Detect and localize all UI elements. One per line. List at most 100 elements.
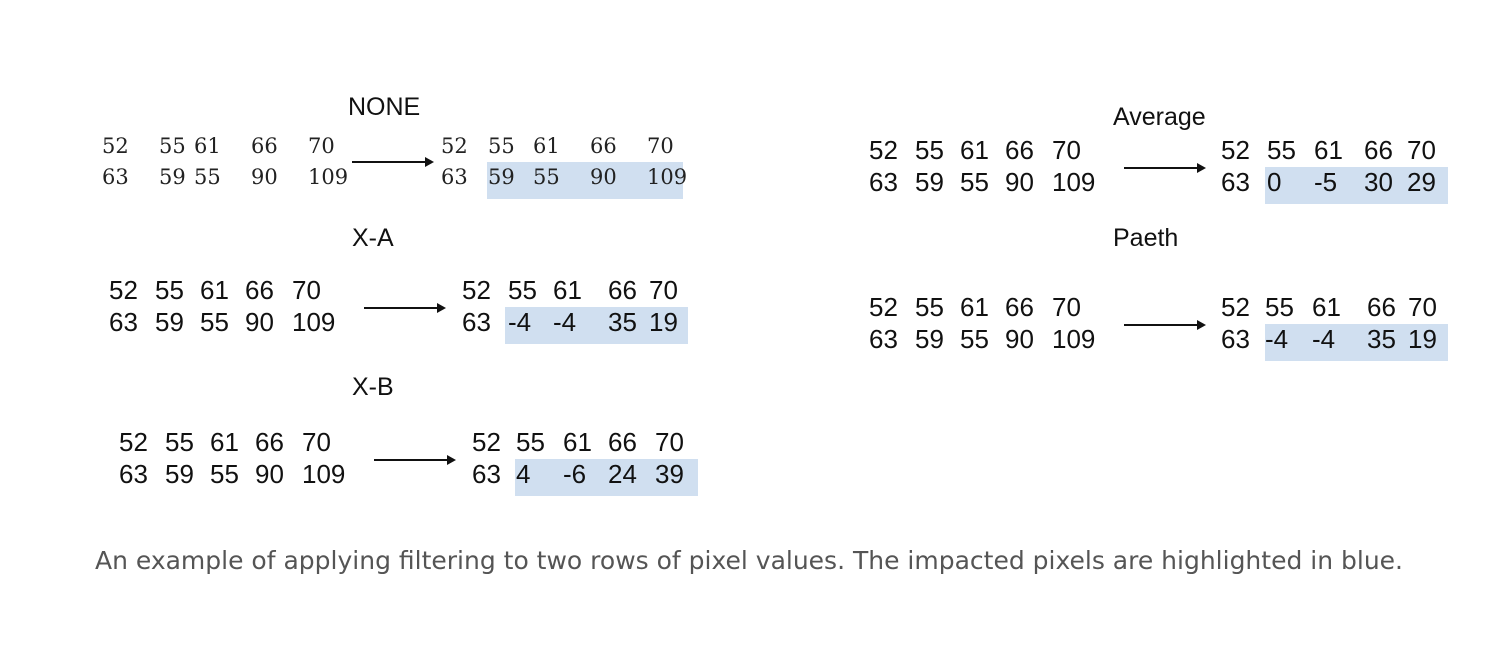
pixel-value: -4 xyxy=(508,307,532,337)
pixel-value: -5 xyxy=(1314,167,1338,197)
pixel-value: 63 xyxy=(102,165,129,189)
pixel-value: 55 xyxy=(516,427,545,457)
pixel-value: 59 xyxy=(915,167,944,197)
arrow-icon xyxy=(364,303,446,313)
pixel-value: 63 xyxy=(869,167,898,197)
pixel-value: 66 xyxy=(1005,135,1034,165)
pixel-value: 55 xyxy=(210,459,239,489)
pixel-value: -4 xyxy=(553,307,577,337)
pixel-value: 66 xyxy=(608,275,637,305)
pixel-value: 90 xyxy=(255,459,284,489)
pixel-value: 52 xyxy=(1221,292,1250,322)
pixel-value: 55 xyxy=(508,275,537,305)
pixel-value: 55 xyxy=(1267,135,1296,165)
pixel-value: 90 xyxy=(1005,324,1034,354)
pixel-value: 52 xyxy=(869,135,898,165)
pixel-value: 61 xyxy=(553,275,582,305)
pixel-value: 52 xyxy=(869,292,898,322)
pixel-value: 52 xyxy=(472,427,501,457)
arrow-icon xyxy=(374,455,456,465)
pixel-value: 55 xyxy=(488,134,515,158)
pixel-value: 55 xyxy=(155,275,184,305)
pixel-value: 59 xyxy=(159,165,186,189)
pixel-value: 55 xyxy=(200,307,229,337)
pixel-value: 70 xyxy=(1052,292,1081,322)
pixel-value: 90 xyxy=(251,165,278,189)
pixel-value: 63 xyxy=(1221,167,1250,197)
pixel-value: 30 xyxy=(1364,167,1393,197)
pixel-value: 66 xyxy=(255,427,284,457)
filter-title-xa: X-A xyxy=(352,224,394,252)
pixel-value: 24 xyxy=(608,459,637,489)
pixel-value: 59 xyxy=(488,165,515,189)
pixel-value: 55 xyxy=(159,134,186,158)
pixel-value: 63 xyxy=(462,307,491,337)
pixel-value: 55 xyxy=(165,427,194,457)
pixel-value: 63 xyxy=(109,307,138,337)
pixel-value: 19 xyxy=(649,307,678,337)
pixel-value: 109 xyxy=(302,459,346,489)
pixel-value: 61 xyxy=(960,292,989,322)
pixel-value: 61 xyxy=(194,134,221,158)
pixel-value: -4 xyxy=(1312,324,1336,354)
pixel-value: 19 xyxy=(1408,324,1437,354)
pixel-value: 66 xyxy=(1005,292,1034,322)
pixel-value: 70 xyxy=(302,427,331,457)
pixel-value: 61 xyxy=(1312,292,1341,322)
pixel-value: 70 xyxy=(308,134,335,158)
pixel-value: 0 xyxy=(1267,167,1282,197)
filter-title-paeth: Paeth xyxy=(1113,224,1179,252)
highlight-region xyxy=(1265,324,1448,361)
pixel-value: 63 xyxy=(472,459,501,489)
pixel-value: 55 xyxy=(960,324,989,354)
pixel-value: 59 xyxy=(165,459,194,489)
pixel-value: 63 xyxy=(441,165,468,189)
pixel-value: 55 xyxy=(915,135,944,165)
pixel-value: -6 xyxy=(563,459,587,489)
highlight-region xyxy=(487,162,683,199)
pixel-value: 109 xyxy=(308,165,349,189)
pixel-value: 59 xyxy=(155,307,184,337)
pixel-value: 55 xyxy=(915,292,944,322)
pixel-value: 52 xyxy=(119,427,148,457)
pixel-value: 59 xyxy=(915,324,944,354)
figure-caption: An example of applying filtering to two … xyxy=(94,546,1404,575)
pixel-value: 55 xyxy=(1265,292,1294,322)
arrow-icon xyxy=(1124,163,1206,173)
pixel-value: -4 xyxy=(1265,324,1289,354)
highlight-region xyxy=(505,307,688,344)
pixel-value: 109 xyxy=(1052,167,1096,197)
pixel-value: 109 xyxy=(1052,324,1096,354)
pixel-value: 90 xyxy=(590,165,617,189)
pixel-value: 61 xyxy=(200,275,229,305)
pixel-value: 52 xyxy=(441,134,468,158)
pixel-value: 66 xyxy=(1367,292,1396,322)
pixel-value: 55 xyxy=(960,167,989,197)
pixel-value: 63 xyxy=(119,459,148,489)
pixel-value: 63 xyxy=(869,324,898,354)
filter-title-average: Average xyxy=(1113,103,1206,131)
pixel-value: 52 xyxy=(102,134,129,158)
pixel-value: 52 xyxy=(462,275,491,305)
pixel-value: 29 xyxy=(1407,167,1436,197)
pixel-value: 61 xyxy=(210,427,239,457)
highlight-region xyxy=(515,459,698,496)
pixel-value: 70 xyxy=(292,275,321,305)
pixel-value: 61 xyxy=(533,134,560,158)
pixel-value: 70 xyxy=(647,134,674,158)
pixel-value: 52 xyxy=(1221,135,1250,165)
pixel-value: 52 xyxy=(109,275,138,305)
pixel-value: 70 xyxy=(1408,292,1437,322)
arrow-icon xyxy=(1124,320,1206,330)
pixel-value: 4 xyxy=(516,459,531,489)
pixel-value: 70 xyxy=(649,275,678,305)
pixel-value: 90 xyxy=(1005,167,1034,197)
pixel-value: 109 xyxy=(647,165,688,189)
pixel-value: 61 xyxy=(960,135,989,165)
pixel-value: 61 xyxy=(563,427,592,457)
pixel-value: 90 xyxy=(245,307,274,337)
pixel-value: 66 xyxy=(245,275,274,305)
arrow-icon xyxy=(352,157,434,167)
pixel-value: 109 xyxy=(292,307,336,337)
pixel-value: 66 xyxy=(1364,135,1393,165)
